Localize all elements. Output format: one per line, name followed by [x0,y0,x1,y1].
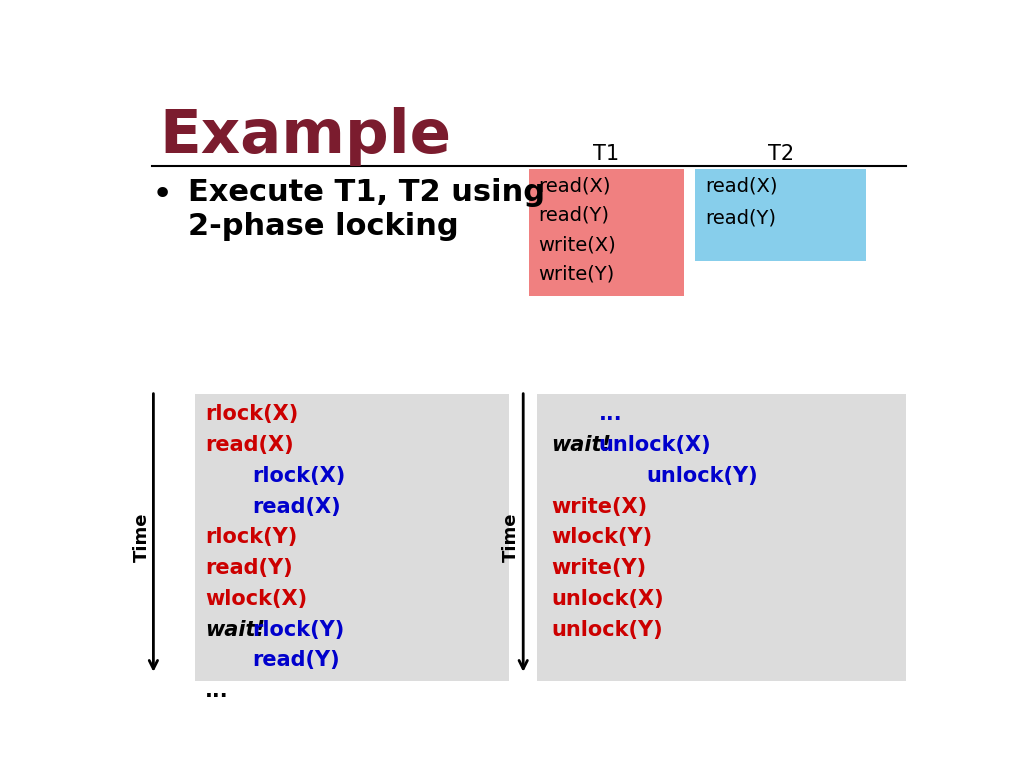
FancyBboxPatch shape [196,394,509,680]
Text: read(Y): read(Y) [539,206,609,225]
Text: Time: Time [503,512,520,562]
Text: rlock(X): rlock(X) [205,405,298,425]
Text: ...: ... [205,681,228,701]
Text: read(Y): read(Y) [253,650,340,670]
Text: unlock(Y): unlock(Y) [551,620,663,640]
Text: read(X): read(X) [253,497,341,517]
Text: unlock(X): unlock(X) [599,435,712,455]
Text: T1: T1 [593,144,620,164]
Text: read(X): read(X) [205,435,294,455]
Text: unlock(X): unlock(X) [551,589,664,609]
Text: write(Y): write(Y) [539,265,614,284]
Text: rlock(Y): rlock(Y) [205,528,297,548]
Text: write(Y): write(Y) [551,558,646,578]
Text: unlock(Y): unlock(Y) [646,466,758,486]
Text: write(X): write(X) [539,235,616,254]
Text: •: • [152,178,173,212]
Text: Time: Time [132,512,151,562]
Text: wait!: wait! [205,620,265,640]
Text: read(X): read(X) [539,176,610,195]
Text: T2: T2 [768,144,794,164]
Text: ...: ... [599,405,623,425]
Text: read(Y): read(Y) [705,209,776,227]
FancyBboxPatch shape [695,169,866,260]
Text: wlock(Y): wlock(Y) [551,528,652,548]
FancyBboxPatch shape [528,169,684,296]
Text: wlock(X): wlock(X) [205,589,307,609]
Text: Example: Example [160,107,452,166]
Text: read(X): read(X) [705,176,777,195]
Text: read(Y): read(Y) [205,558,293,578]
Text: Execute T1, T2 using
2-phase locking: Execute T1, T2 using 2-phase locking [187,178,545,240]
Text: rlock(Y): rlock(Y) [253,620,345,640]
Text: wait!: wait! [551,435,611,455]
Text: rlock(X): rlock(X) [253,466,346,486]
FancyBboxPatch shape [537,394,905,680]
Text: write(X): write(X) [551,497,647,517]
